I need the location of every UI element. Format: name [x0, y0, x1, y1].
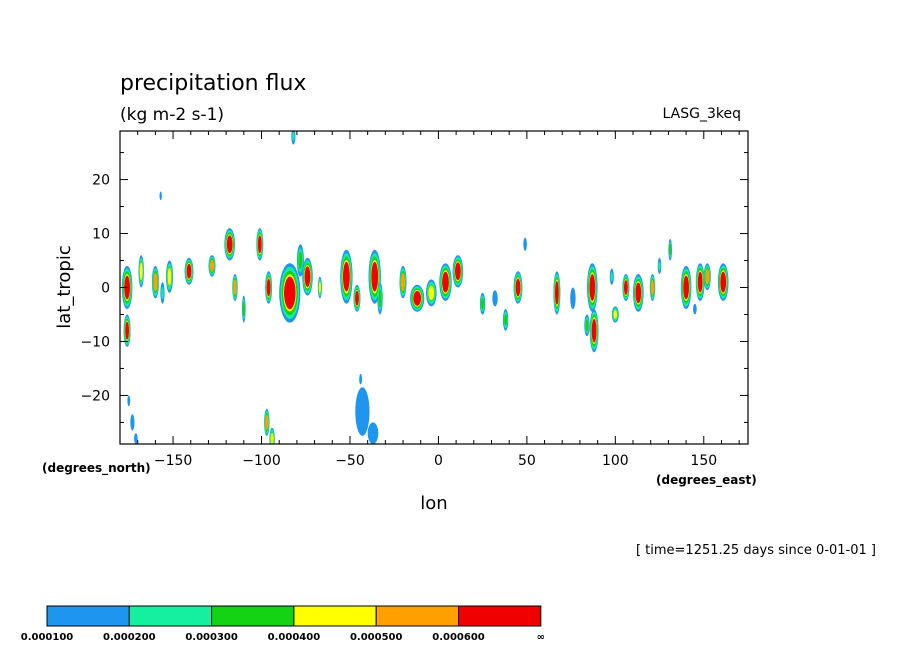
precip-cell-level-6: [624, 280, 628, 295]
y-tick-label: 0: [101, 281, 110, 297]
chart-title: precipitation flux: [120, 71, 306, 96]
precip-cell-level-1: [359, 373, 362, 385]
x-tick-label: −50: [335, 453, 365, 469]
precip-cell-level-2: [610, 272, 613, 282]
y-tick-label: −10: [80, 334, 110, 350]
precip-cell-level-6: [125, 321, 129, 340]
y-tick-label: 20: [92, 173, 110, 189]
precip-cell-level-4: [318, 281, 322, 294]
precip-cell-level-5: [705, 269, 710, 285]
x-tick-label: 0: [434, 453, 443, 469]
colorbar: [46, 605, 542, 627]
colorbar-swatch: [46, 605, 130, 627]
colorbar-label: 0.000300: [185, 632, 238, 643]
precip-cell-level-1: [367, 422, 379, 444]
precip-cell-level-6: [266, 278, 271, 297]
x-unit-label: (degrees_east): [656, 473, 757, 488]
precip-cell-level-6: [343, 261, 350, 292]
time-label: [ time=1251.25 days since 0-01-01 ]: [636, 543, 876, 558]
precip-cell-level-3: [242, 301, 245, 317]
precip-cell-level-1: [693, 303, 697, 315]
precip-cell-level-5: [401, 273, 405, 291]
precip-cell-level-1: [159, 191, 162, 201]
model-label: LASG_3keq: [663, 106, 741, 122]
precip-cell-level-6: [515, 278, 521, 297]
precip-cell-level-3: [481, 297, 485, 310]
precip-cell-level-4: [270, 432, 274, 444]
precip-cell-level-3: [378, 289, 382, 308]
precip-cell-level-6: [720, 271, 727, 293]
y-tick-labels: 20 10 0 −10 −20: [80, 173, 110, 405]
colorbar-label: 0.000400: [268, 632, 321, 643]
precip-cell-level-6: [591, 318, 597, 343]
y-unit-label: (degrees_north): [42, 461, 151, 476]
precip-cell-level-3: [585, 319, 589, 332]
precip-cell-level-6: [304, 266, 311, 288]
chart-subtitle: (kg m-2 s-1): [120, 105, 224, 125]
precip-cell-level-4: [428, 285, 435, 301]
precip-cell-level-6: [355, 290, 359, 306]
precip-cell-level-4: [167, 267, 172, 286]
precip-cell-level-5: [651, 280, 654, 295]
precip-cell-level-5: [265, 415, 269, 430]
precip-cell-level-6: [413, 290, 422, 306]
colorbar-label: 0.000200: [103, 632, 156, 643]
precip-cell-level-6: [635, 282, 642, 304]
precip-cell-level-1: [570, 287, 576, 310]
precip-cell-level-6: [257, 235, 262, 254]
x-tick-label: 150: [690, 453, 717, 469]
precip-cell-level-6: [697, 271, 703, 293]
precip-cell-level-6: [186, 263, 192, 279]
precip-cell-level-5: [153, 273, 158, 291]
precip-cell-level-4: [613, 310, 618, 319]
precip-cell-level-6: [442, 271, 449, 293]
y-tick-label: 10: [92, 227, 110, 243]
precip-cell-level-2: [161, 287, 164, 299]
precip-contours: [121, 131, 729, 444]
colorbar-swatch: [375, 605, 460, 627]
precip-cell-level-5: [210, 260, 214, 272]
precip-cell-level-6: [284, 276, 296, 310]
x-tick-label: 50: [518, 453, 536, 469]
precip-cell-level-3: [669, 243, 672, 256]
precip-cell-level-1: [127, 395, 131, 407]
precip-cell-level-1: [134, 433, 138, 444]
precip-cell-level-6: [226, 235, 233, 254]
precip-cell-level-1: [492, 290, 498, 307]
precip-cell-level-6: [455, 262, 461, 281]
colorbar-labels: 0.000100 0.000200 0.000300 0.000400 0.000500…: [21, 632, 545, 643]
colorbar-label: 0.000100: [21, 632, 74, 643]
colorbar-swatch: [458, 605, 542, 627]
precip-cell-level-4: [139, 262, 143, 281]
precip-cell-level-6: [555, 281, 559, 305]
colorbar-swatch: [293, 605, 377, 627]
axis-ticks: [119, 131, 748, 444]
colorbar-label: 0.000500: [350, 632, 403, 643]
precip-cell-level-6: [371, 261, 379, 292]
y-tick-label: −20: [80, 388, 110, 404]
y-axis-label: lat_tropic: [54, 245, 75, 329]
precip-cell-level-6: [589, 274, 596, 301]
colorbar-swatch: [128, 605, 213, 627]
precip-cell-level-5: [233, 280, 237, 295]
precip-cell-level-2: [292, 131, 295, 141]
precip-cell-level-1: [355, 387, 370, 436]
colorbar-label: ∞: [537, 632, 545, 643]
x-tick-label: 100: [602, 453, 629, 469]
precip-cell-level-2: [658, 261, 661, 271]
colorbar-swatch: [211, 605, 295, 627]
x-tick-label: −150: [154, 453, 192, 469]
colorbar-label: 0.000600: [432, 632, 485, 643]
x-tick-label: −100: [242, 453, 280, 469]
precip-cell-level-6: [683, 275, 689, 300]
precip-cell-level-1: [130, 414, 135, 431]
precip-cell-level-3: [504, 314, 508, 326]
x-tick-labels: −150 −100 −50 0 50 100 150: [154, 453, 717, 469]
precip-cell-level-3: [298, 251, 303, 270]
x-axis-label: lon: [420, 493, 447, 514]
precip-cell-level-1: [523, 237, 527, 251]
